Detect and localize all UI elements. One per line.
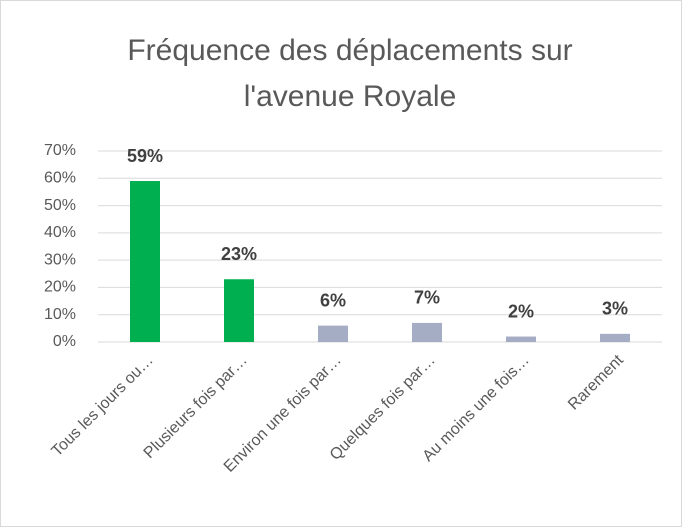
bar: [318, 325, 348, 342]
chart-title: Fréquence des déplacements sur l'avenue …: [127, 34, 573, 113]
data-label: 59%: [127, 146, 163, 166]
x-tick-label: Tous les jours ou…: [49, 352, 157, 460]
y-tick-label: 0%: [53, 333, 76, 350]
bar: [412, 322, 442, 342]
x-tick-label: Quelques fois par…: [327, 352, 439, 464]
y-tick-label: 30%: [44, 251, 76, 268]
x-tick-label: Au moins une fois…: [420, 352, 533, 465]
y-tick-label: 40%: [44, 224, 76, 241]
y-tick-label: 10%: [44, 306, 76, 323]
bar: [506, 336, 536, 342]
y-tick-label: 60%: [44, 170, 76, 187]
data-label: 3%: [602, 299, 628, 319]
data-label: 23%: [221, 244, 257, 264]
bar: [130, 181, 160, 342]
y-tick-label: 20%: [44, 279, 76, 296]
data-label: 6%: [320, 290, 346, 310]
data-label: 7%: [414, 288, 440, 308]
bar: [224, 279, 254, 342]
y-tick-label: 50%: [44, 197, 76, 214]
y-tick-label: 70%: [44, 142, 76, 159]
x-tick-label: Rarement: [565, 351, 627, 413]
bar: [600, 333, 630, 342]
data-label: 2%: [508, 301, 534, 321]
x-tick-label: Plusieurs fois par…: [141, 352, 251, 462]
